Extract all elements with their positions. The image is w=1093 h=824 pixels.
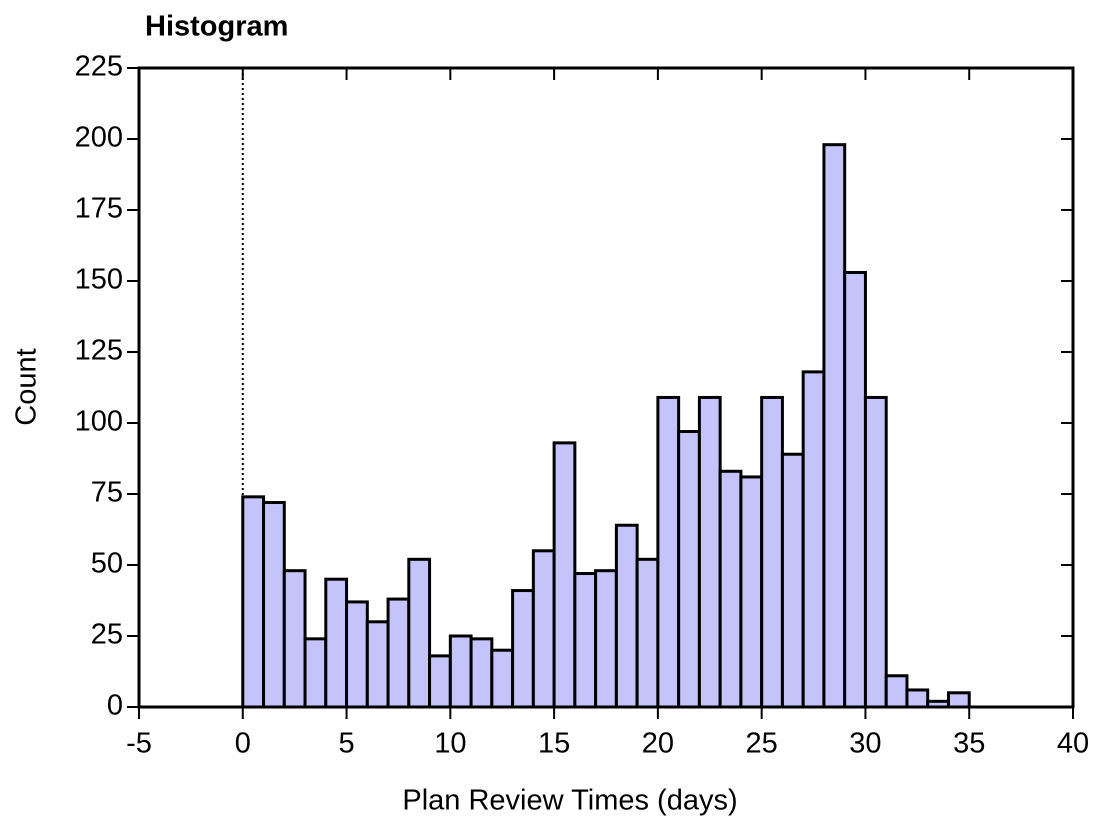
bar	[946, 691, 971, 709]
bar	[801, 370, 826, 709]
bar	[282, 569, 307, 709]
bar	[531, 549, 556, 709]
bar	[614, 523, 639, 709]
bar	[760, 395, 784, 709]
x-tick-label: 15	[538, 728, 570, 760]
bar	[407, 557, 432, 709]
bar	[843, 270, 867, 709]
bar	[594, 569, 618, 709]
x-axis-label: Plan Review Times (days)	[402, 785, 737, 817]
y-tick-label: 200	[75, 122, 123, 154]
x-tick-label: 30	[849, 728, 881, 760]
bar	[677, 430, 701, 709]
bar	[822, 143, 847, 709]
bar	[303, 637, 328, 709]
y-axis-label: Count	[11, 348, 43, 425]
x-tick-label: -5	[126, 728, 152, 760]
bar	[905, 688, 930, 709]
y-tick-label: 100	[75, 406, 123, 438]
y-tick-label: 175	[75, 193, 123, 225]
bar	[469, 637, 494, 709]
y-tick-label: 0	[107, 690, 123, 722]
x-tick-label: 5	[338, 728, 354, 760]
x-tick-label: 0	[235, 728, 251, 760]
bar	[884, 674, 909, 709]
bar	[386, 597, 411, 709]
x-tick-label: 20	[642, 728, 674, 760]
bar	[656, 395, 681, 709]
plot-frame	[137, 66, 1075, 709]
bar	[241, 495, 266, 709]
chart-title: Histogram	[145, 11, 288, 43]
bar	[262, 501, 286, 709]
bar	[863, 395, 888, 709]
x-tick-label: 40	[1057, 728, 1089, 760]
x-tick-label: 25	[746, 728, 778, 760]
y-tick-label: 125	[75, 335, 123, 367]
bar	[428, 654, 452, 709]
x-tick-label: 10	[434, 728, 466, 760]
bar	[324, 577, 349, 709]
y-tick-label: 75	[91, 477, 123, 509]
y-tick-label: 50	[91, 548, 123, 580]
bar	[365, 620, 390, 709]
bar	[635, 557, 660, 709]
bar	[718, 469, 743, 709]
bar	[448, 634, 473, 709]
bar	[511, 589, 535, 709]
bar	[573, 572, 598, 709]
bar	[490, 648, 515, 709]
y-tick-label: 225	[75, 51, 123, 83]
bar	[739, 475, 764, 709]
bar	[345, 600, 369, 709]
x-tick-label: 35	[953, 728, 985, 760]
bar	[697, 395, 722, 709]
bar	[552, 441, 577, 709]
bar	[780, 452, 805, 709]
y-tick-label: 150	[75, 264, 123, 296]
y-tick-label: 25	[91, 619, 123, 651]
